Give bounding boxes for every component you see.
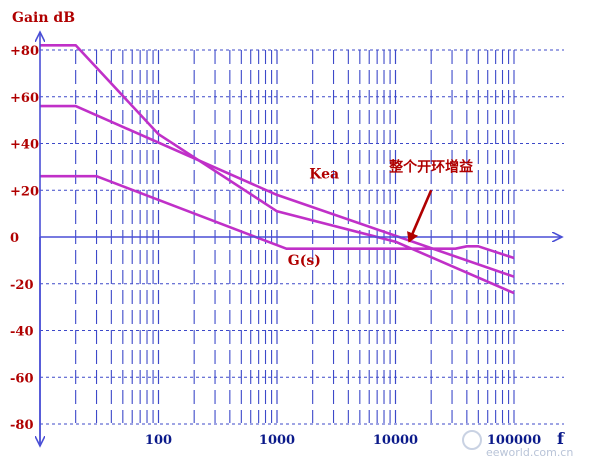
x-axis-title: f [557,429,565,448]
y-tick-label: +60 [10,91,39,106]
y-tick-label: -40 [10,325,34,340]
y-tick-label: +40 [10,138,39,153]
y-tick-label: -60 [10,371,34,386]
y-tick-label: +20 [10,184,39,199]
tick-labels: +80 +60 +40 +20 0 -20 -40 -60 -80 100 1000 10000 100… [10,44,541,448]
y-axis-title: Gain dB [12,10,75,26]
y-tick-label: -20 [10,278,34,293]
series-group [40,43,515,295]
series-line-1 [40,43,515,295]
annotation-2: G(s) [288,253,321,269]
x-tick-label: 100000 [487,433,541,448]
annotation-arrow [407,189,433,243]
axes [40,32,562,446]
annotation-1: Kea [309,167,339,183]
x-tick-label: 10000 [373,433,418,448]
x-tick-label: 1000 [259,433,295,448]
annotation-3: 整个开环增益 [388,159,473,176]
y-tick-label: 0 [10,231,19,246]
series-line-3 [40,174,515,260]
y-tick-label: +80 [10,44,39,59]
watermark: eeworld.com.cn [462,430,573,459]
annotations: Kea G(s) 整个开环增益 [288,159,473,269]
series-line-2 [40,104,515,278]
x-tick-label: 100 [145,433,172,448]
watermark-logo-icon [462,430,482,450]
watermark-text: eeworld.com.cn [486,446,573,459]
y-tick-label: -80 [10,418,34,433]
